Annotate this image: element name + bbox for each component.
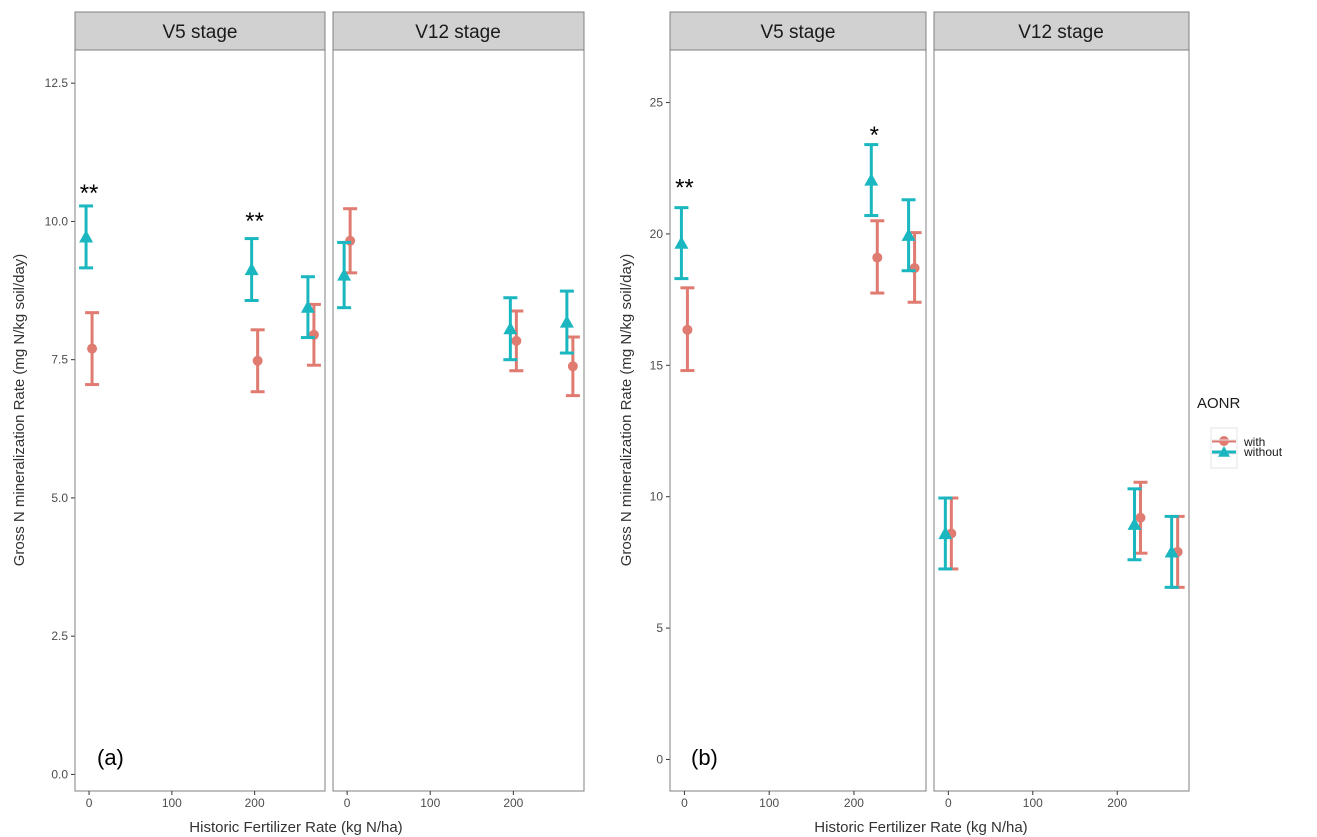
strip-b-v5 xyxy=(669,11,927,51)
point-b-v12-without-0 xyxy=(938,526,953,540)
panel-label-b: (b) xyxy=(691,745,718,770)
y-tick-label-b-1: 5 xyxy=(656,621,663,635)
legend-title: AONR xyxy=(1197,395,1241,412)
y-tick-label-b-2: 10 xyxy=(650,490,664,504)
x-tick-label-b-v5-0: 0 xyxy=(681,796,688,810)
strip-label-a-v5: V5 stage xyxy=(163,22,238,43)
plot-frame-b-v12 xyxy=(933,49,1190,792)
x-axis-b-v5: 0 100 200 xyxy=(681,791,864,810)
x-tick-label-a-v12-1: 100 xyxy=(420,796,440,810)
legend-key-box-without xyxy=(1210,439,1238,469)
y-tick-label-a-1: 2.5 xyxy=(51,629,68,643)
strip-label-b-v5: V5 stage xyxy=(761,22,836,43)
point-a-v12-without-1 xyxy=(503,321,518,335)
panel-label-a: (a) xyxy=(97,745,124,770)
point-b-v5-without-1 xyxy=(864,173,879,186)
point-a-v12-without-2 xyxy=(559,315,574,328)
legend-marker-with xyxy=(1219,436,1229,446)
facet-b-v12: V12 stage 0 100 200 xyxy=(933,11,1190,810)
x-axis-b-v12: 0 100 200 xyxy=(945,791,1128,810)
point-a-v5-with-1 xyxy=(252,355,263,366)
x-tick-label-a-v5-1: 100 xyxy=(162,796,182,810)
y-tick-label-a-2: 5.0 xyxy=(51,491,68,505)
y-axis-title-b: Gross N mineralization Rate (mg N/kg soi… xyxy=(618,254,635,567)
y-tick-label-b-4: 20 xyxy=(650,227,664,241)
x-axis-a-v12: 0 100 200 xyxy=(344,791,524,810)
significance-b-v5-1: * xyxy=(870,122,879,149)
marks-a-v5 xyxy=(79,204,321,394)
x-tick-label-b-v5-1: 100 xyxy=(759,796,779,810)
annotations-a-v5: ** ** xyxy=(80,180,264,235)
y-tick-label-b-3: 15 xyxy=(650,358,664,372)
legend-label-with: with xyxy=(1243,435,1265,449)
point-a-v5-without-0 xyxy=(79,229,94,243)
point-a-v5-without-2 xyxy=(300,300,315,313)
legend-key-without xyxy=(1210,439,1238,469)
plot-frame-b-v5 xyxy=(669,49,927,792)
significance-b-v5-0: ** xyxy=(675,174,694,201)
point-b-v5-with-0 xyxy=(682,324,693,335)
legend-marker-without xyxy=(1218,446,1230,457)
legend: AONR with without xyxy=(1197,395,1283,469)
plot-frame-a-v5 xyxy=(74,49,326,792)
y-tick-label-a-3: 7.5 xyxy=(51,353,68,367)
y-tick-label-a-4: 10.0 xyxy=(45,214,69,228)
strip-label-a-v12: V12 stage xyxy=(415,22,501,43)
point-a-v12-without-0 xyxy=(337,268,352,281)
y-axis-b: 0 5 10 15 20 25 xyxy=(650,96,670,766)
point-b-v12-without-1 xyxy=(1127,517,1142,530)
strip-label-b-v12: V12 stage xyxy=(1018,22,1104,43)
facet-a-v5: V5 stage 0 100 200 ** ** (a) xyxy=(74,11,326,810)
strip-b-v12 xyxy=(933,11,1190,51)
y-tick-label-a-5: 12.5 xyxy=(45,76,69,90)
point-b-v5-without-2 xyxy=(901,228,916,241)
y-axis-title-a: Gross N mineralization Rate (mg N/kg soi… xyxy=(11,254,28,567)
x-tick-label-b-v12-1: 100 xyxy=(1023,796,1043,810)
annotations-b-v5: *** xyxy=(675,122,879,202)
legend-label-without: without xyxy=(1243,445,1283,459)
point-a-v12-with-2 xyxy=(567,361,578,372)
x-axis-title-b: Historic Fertilizer Rate (kg N/ha) xyxy=(814,819,1027,836)
y-tick-label-b-5: 25 xyxy=(650,96,664,110)
point-b-v12-with-1 xyxy=(1135,512,1146,523)
facet-b-v5: V5 stage 0 100 200 *** (b) xyxy=(669,11,927,810)
point-b-v5-with-1 xyxy=(872,252,883,263)
x-tick-label-a-v5-0: 0 xyxy=(86,796,93,810)
x-tick-label-b-v5-2: 200 xyxy=(844,796,864,810)
marks-b-v12 xyxy=(938,480,1185,589)
point-a-v12-with-0 xyxy=(345,235,356,246)
marks-b-v5 xyxy=(674,143,922,373)
panel-a: Gross N mineralization Rate (mg N/kg soi… xyxy=(11,11,585,836)
x-tick-label-b-v12-2: 200 xyxy=(1107,796,1127,810)
point-a-v5-with-0 xyxy=(87,343,98,354)
y-tick-label-a-0: 0.0 xyxy=(51,767,68,781)
point-b-v12-without-2 xyxy=(1164,544,1179,558)
facet-a-v12: V12 stage 0 100 200 xyxy=(332,11,585,810)
x-tick-label-a-v5-2: 200 xyxy=(245,796,265,810)
x-axis-a-v5: 0 100 200 xyxy=(86,791,265,810)
marks-a-v12 xyxy=(337,207,580,398)
x-tick-label-a-v12-2: 200 xyxy=(503,796,523,810)
y-tick-label-b-0: 0 xyxy=(656,752,663,766)
point-a-v12-with-1 xyxy=(511,335,522,346)
point-a-v5-without-1 xyxy=(244,262,259,276)
x-tick-label-a-v12-0: 0 xyxy=(344,796,351,810)
point-b-v5-without-0 xyxy=(674,236,689,249)
significance-a-v5-1: ** xyxy=(245,208,264,235)
significance-a-v5-0: ** xyxy=(80,180,99,207)
y-axis-a: 0.0 2.5 5.0 7.5 10.0 12.5 xyxy=(45,76,75,781)
x-axis-title-a: Historic Fertilizer Rate (kg N/ha) xyxy=(189,819,402,836)
x-tick-label-b-v12-0: 0 xyxy=(945,796,952,810)
panel-b: Gross N mineralization Rate (mg N/kg soi… xyxy=(618,11,1190,836)
plot-frame-a-v12 xyxy=(332,49,585,792)
